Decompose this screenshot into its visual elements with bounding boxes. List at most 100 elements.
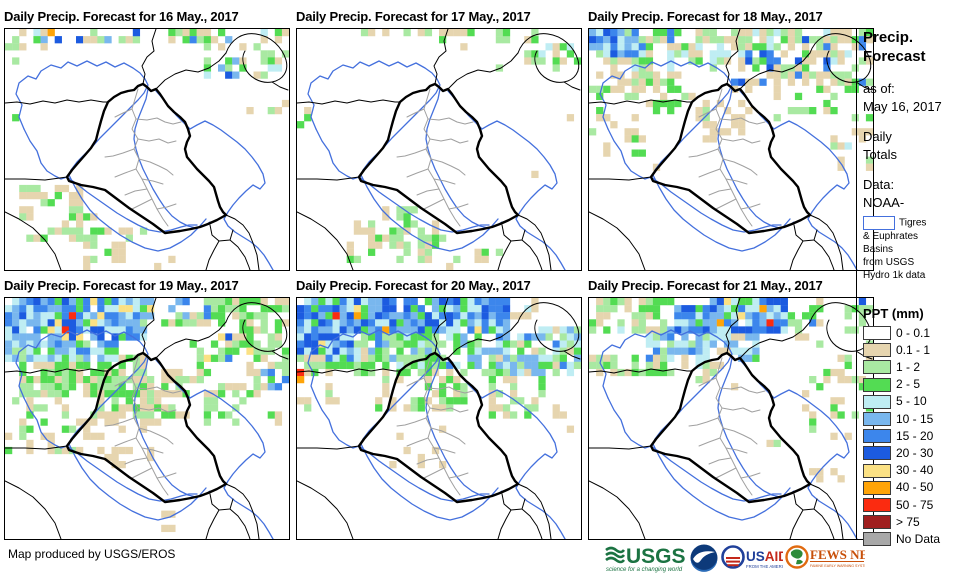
legend-label: 10 - 15	[896, 411, 934, 426]
usaid-wordmark: USAID	[746, 549, 783, 564]
forecast-map-panel-4: Daily Precip. Forecast for 19 May., 2017	[4, 276, 290, 540]
as-of-label: as of:	[863, 81, 895, 96]
country-borders	[589, 29, 873, 270]
map-title: Daily Precip. Forecast for 16 May., 2017	[4, 9, 239, 24]
precip-cells	[5, 29, 289, 270]
precip-cells	[589, 298, 873, 483]
map-title: Daily Precip. Forecast for 17 May., 2017	[296, 9, 531, 24]
map-title: Daily Precip. Forecast for 20 May., 2017	[296, 278, 531, 293]
legend-label: 15 - 20	[896, 428, 934, 443]
legend-swatch	[863, 446, 891, 461]
legend-swatch	[863, 498, 891, 512]
legend-item: 20 - 30	[863, 445, 934, 461]
legend-swatch	[863, 343, 891, 358]
iraq-border	[357, 82, 520, 235]
country-borders	[5, 298, 289, 539]
legend-item: 0 - 0.1	[863, 326, 930, 340]
usaid-logo: USAID FROM THE AMERICAN PEOPLE	[721, 545, 783, 569]
country-borders	[297, 29, 581, 270]
precip-cells	[297, 29, 581, 270]
fewsnet-tagline: FAMINE EARLY WARNING SYSTEMS NETWORK	[810, 564, 865, 568]
forecast-map-panel-2: Daily Precip. Forecast for 17 May., 2017	[296, 7, 582, 271]
legend-item: 10 - 15	[863, 412, 933, 426]
basin-note-inline: Tigres	[899, 217, 927, 229]
map-title: Daily Precip. Forecast for 18 May., 2017	[588, 9, 823, 24]
data-source-line1: NOAA-	[863, 195, 905, 210]
basin-note: Tigres & Euphrates Basins from USGS Hydr…	[863, 216, 926, 282]
fewsnet-wordmark: FEWS NET	[810, 547, 865, 562]
as-of-date: May 16, 2017	[863, 99, 942, 114]
totals-line1: Daily	[863, 129, 892, 144]
legend-item: 15 - 20	[863, 428, 934, 444]
sidebar-title-line1: Precip.	[863, 29, 914, 46]
legend-label: 50 - 75	[896, 497, 934, 512]
legend-swatch	[863, 463, 891, 478]
country-borders	[5, 29, 289, 270]
precip-cells	[297, 298, 581, 469]
forecast-map-panel-3: Daily Precip. Forecast for 18 May., 2017	[588, 7, 874, 271]
map-canvas	[4, 28, 290, 271]
legend-label: No Data	[896, 531, 941, 546]
legend-swatch	[863, 515, 891, 530]
totals-block: Daily Totals	[863, 128, 897, 164]
sidebar-title: Precip. Forecast	[863, 28, 926, 66]
usaid-emblem-icon	[721, 545, 745, 569]
usgs-wave-icon	[605, 546, 626, 564]
legend-title: PPT (mm)	[863, 306, 924, 321]
admin-boundaries	[688, 357, 766, 496]
legend-item: 0.1 - 1	[863, 342, 931, 358]
legend-swatch	[863, 532, 891, 547]
legend-swatch	[863, 360, 891, 375]
precip-cells	[5, 298, 289, 533]
usgs-logo: USGS science for a changing world	[605, 545, 686, 573]
usgs-wordmark: USGS	[626, 545, 686, 568]
legend-label: 0.1 - 1	[896, 342, 931, 357]
basin-outlines	[15, 60, 274, 270]
country-borders	[297, 298, 581, 539]
basin-outline-swatch	[863, 216, 895, 230]
basin-note-line: Hydro 1k data	[863, 270, 926, 281]
basin-note-line: & Euphrates	[863, 231, 919, 242]
legend-label: 30 - 40	[896, 463, 934, 478]
legend-label: 20 - 30	[896, 445, 934, 460]
legend-item: 1 - 2	[863, 360, 920, 375]
country-borders	[589, 298, 873, 539]
map-canvas	[588, 28, 874, 271]
admin-boundaries	[104, 88, 182, 227]
sidebar-title-line2: Forecast	[863, 48, 926, 65]
basin-note-line: from USGS	[863, 257, 915, 268]
map-canvas	[296, 297, 582, 540]
totals-line2: Totals	[863, 147, 897, 162]
forecast-map-panel-5: Daily Precip. Forecast for 20 May., 2017	[296, 276, 582, 540]
legend-label: 0 - 0.1	[896, 325, 931, 340]
legend-swatch	[863, 377, 891, 392]
map-credit: Map produced by USGS/EROS	[8, 547, 176, 561]
legend-swatch	[863, 326, 891, 340]
basin-note-line: Basins	[863, 244, 894, 255]
sidebar-divider	[856, 28, 857, 539]
noaa-logo	[690, 544, 718, 572]
legend-label: 5 - 10	[896, 394, 927, 409]
legend-label: > 75	[896, 514, 920, 529]
precip-cells	[589, 29, 873, 171]
basin-outlines	[599, 60, 858, 270]
iraq-border	[357, 351, 520, 504]
forecast-map-panel-6: Daily Precip. Forecast for 21 May., 2017	[588, 276, 874, 540]
map-canvas	[588, 297, 874, 540]
map-title: Daily Precip. Forecast for 21 May., 2017	[588, 278, 823, 293]
map-canvas	[4, 297, 290, 540]
legend-swatch	[863, 412, 891, 426]
legend-item: No Data	[863, 531, 941, 547]
legend-swatch	[863, 394, 891, 409]
admin-boundaries	[396, 88, 474, 227]
iraq-border	[649, 351, 812, 504]
legend-item: 50 - 75	[863, 498, 933, 512]
forecast-map-panel-1: Daily Precip. Forecast for 16 May., 2017	[4, 7, 290, 271]
data-source-label: Data:	[863, 177, 895, 192]
legend-item: > 75	[863, 514, 920, 530]
admin-boundaries	[104, 357, 182, 496]
as-of-block: as of: May 16, 2017	[863, 80, 942, 116]
legend-item: 40 - 50	[863, 480, 933, 495]
legend-item: 30 - 40	[863, 463, 934, 478]
sidebar: Precip. Forecast as of: May 16, 2017 Dai…	[863, 28, 965, 574]
